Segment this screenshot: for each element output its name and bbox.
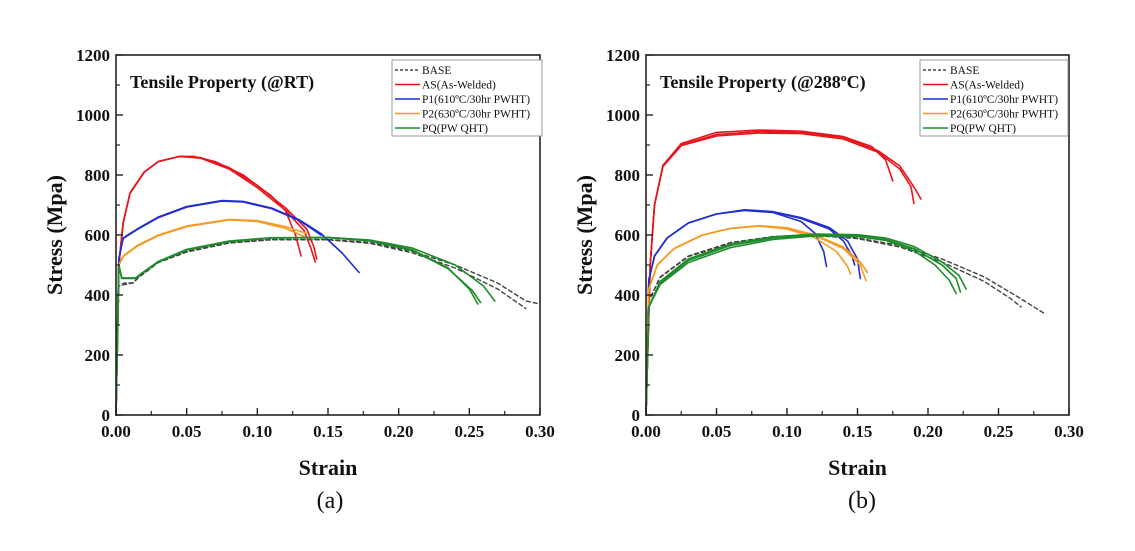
legend-label: P1(610ºC/30hr PWHT) xyxy=(422,94,530,106)
legend-label: PQ(PW QHT) xyxy=(950,123,1016,135)
y-tick-label: 1000 xyxy=(76,106,110,125)
panel-caption: (b) xyxy=(848,488,876,514)
legend-box xyxy=(919,59,1069,137)
legend: BASE AS(As-Welded) P1(610ºC/30hr PWHT) P2(6… xyxy=(919,59,1069,137)
x-tick-label: 0.25 xyxy=(454,422,484,441)
legend-label: P2(630ºC/30hr PWHT) xyxy=(950,109,1058,121)
legend-label: BASE xyxy=(422,65,451,77)
series-line-as-3 xyxy=(645,129,894,416)
legend: BASE AS(As-Welded) P1(610ºC/30hr PWHT) P2(6… xyxy=(391,59,543,137)
series-line-pq-2 xyxy=(645,233,967,416)
legend-label: PQ(PW QHT) xyxy=(422,123,488,135)
legend-label: AS(As-Welded) xyxy=(950,80,1024,92)
legend-box xyxy=(391,59,543,137)
y-tick-label: 800 xyxy=(615,166,641,185)
legend-label: AS(As-Welded) xyxy=(422,80,496,92)
y-tick-label: 600 xyxy=(85,226,111,245)
x-tick-label: 0.00 xyxy=(631,422,661,441)
series-line-pq-3 xyxy=(645,235,957,416)
chart-title: Tensile Property (@RT) xyxy=(130,72,314,93)
y-tick-label: 1000 xyxy=(606,106,640,125)
x-tick-label: 0.05 xyxy=(702,422,732,441)
x-tick-label: 0.15 xyxy=(843,422,873,441)
y-tick-label: 200 xyxy=(85,346,111,365)
y-tick-label: 400 xyxy=(85,286,111,305)
series-line-p2-1 xyxy=(115,218,308,416)
y-tick-label: 1200 xyxy=(606,46,640,65)
x-tick-label: 0.00 xyxy=(101,422,131,441)
series-line-base-2 xyxy=(115,239,527,416)
x-tick-label: 0.10 xyxy=(242,422,272,441)
x-tick-label: 0.20 xyxy=(384,422,414,441)
series-line-as-2 xyxy=(115,155,318,416)
x-tick-label: 0.30 xyxy=(1054,422,1084,441)
series-line-as-1 xyxy=(115,155,302,416)
legend-label: P1(610ºC/30hr PWHT) xyxy=(950,94,1058,106)
y-tick-label: 400 xyxy=(615,286,641,305)
x-tick-label: 0.10 xyxy=(772,422,802,441)
legend-label: P2(630ºC/30hr PWHT) xyxy=(422,109,530,121)
x-axis-title: Strain xyxy=(299,455,358,480)
y-tick-label: 800 xyxy=(85,166,111,185)
series-line-pq-2 xyxy=(115,236,482,416)
series-line-as-3 xyxy=(115,155,317,416)
series-line-as-2 xyxy=(645,132,915,416)
series-line-p2-2 xyxy=(115,219,305,416)
series-line-base-1 xyxy=(115,238,541,416)
series-group xyxy=(645,129,1045,416)
y-tick-label: 0 xyxy=(102,406,111,425)
x-tick-label: 0.20 xyxy=(913,422,943,441)
x-tick-label: 0.30 xyxy=(525,422,555,441)
series-line-p2-1 xyxy=(645,225,852,416)
panel-caption: (a) xyxy=(317,488,344,514)
series-line-as-1 xyxy=(645,130,922,416)
x-tick-label: 0.15 xyxy=(313,422,343,441)
series-line-p2-2 xyxy=(645,224,869,416)
x-axis-title: Strain xyxy=(828,455,887,480)
series-line-pq-1 xyxy=(115,236,479,416)
chart-panel-a: 0.00 0.05 0.10 0.15 0.20 0.25 0.30 0 200 400 600 80… xyxy=(42,46,555,514)
series-line-pq-1 xyxy=(645,234,962,416)
series-line-base-2 xyxy=(645,234,1022,416)
y-tick-label: 0 xyxy=(632,406,641,425)
y-axis-title: Stress (Mpa) xyxy=(42,175,67,295)
x-tick-label: 0.25 xyxy=(984,422,1014,441)
legend-label: BASE xyxy=(950,65,979,77)
x-tick-label: 0.05 xyxy=(172,422,202,441)
y-tick-label: 200 xyxy=(615,346,641,365)
chart-panel-b: 0.00 0.05 0.10 0.15 0.20 0.25 0.30 0 200 400 600 80… xyxy=(572,46,1084,514)
y-axis-title: Stress (Mpa) xyxy=(572,175,597,295)
series-group xyxy=(115,155,541,416)
y-tick-label: 600 xyxy=(615,226,641,245)
chart-title: Tensile Property (@288ºC) xyxy=(660,72,866,93)
series-line-p1-3 xyxy=(645,209,862,416)
series-line-p1-2 xyxy=(115,200,322,416)
y-tick-label: 1200 xyxy=(76,46,110,65)
series-line-pq-3 xyxy=(115,236,496,416)
series-line-p1-1 xyxy=(115,199,360,416)
series-line-p2-3 xyxy=(645,225,867,416)
